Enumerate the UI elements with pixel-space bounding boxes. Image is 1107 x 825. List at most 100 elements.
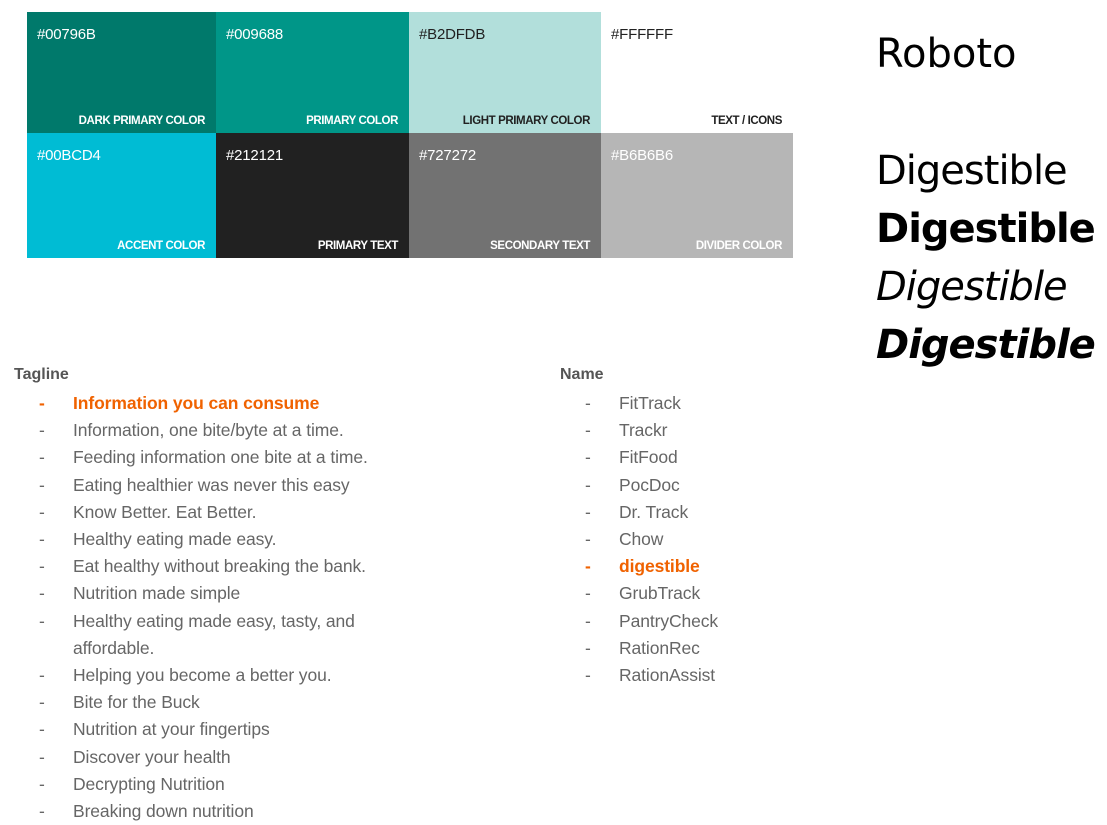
list-item: - Information you can consume: [14, 390, 454, 417]
font-sample-bold-italic: Digestible: [876, 322, 1096, 368]
swatch-label: LIGHT PRIMARY COLOR: [462, 115, 591, 127]
list-item-text: Nutrition made simple: [73, 583, 241, 604]
list-item: - RationRec: [560, 635, 820, 662]
font-sample-bold: Digestible: [876, 206, 1096, 252]
specimen-spacer: [876, 80, 1095, 142]
font-specimen: Roboto Digestible Digestible Digestible Dig…: [876, 28, 1096, 374]
list-item-text: Eat healthy without breaking the bank.: [73, 556, 366, 577]
list-item-text: Information you can consume: [73, 393, 320, 413]
list-item-text: RationRec: [619, 637, 700, 658]
list-item: - RationAssist: [560, 662, 820, 689]
swatch-label: DARK PRIMARY COLOR: [78, 115, 206, 127]
dash-bullet: -: [585, 556, 591, 577]
color-swatch: #FFFFFF TEXT / ICONS: [601, 12, 793, 133]
list-item-text: Chow: [619, 529, 664, 550]
list-item-text: Bite for the Buck: [73, 692, 200, 713]
color-swatch: #00BCD4 ACCENT COLOR: [27, 133, 216, 258]
list-item-text: Trackr: [619, 420, 668, 441]
name-section: Name - FitTrack - Trackr - FitFood - PocDoc - Dr.…: [560, 366, 820, 689]
dash-bullet: -: [39, 692, 45, 713]
swatch-hex: #00BCD4: [37, 147, 101, 164]
list-item-text: Helping you become a better you.: [73, 665, 332, 686]
dash-bullet: -: [39, 474, 45, 495]
list-item: - Bite for the Buck: [14, 689, 454, 716]
dash-bullet: -: [39, 556, 45, 577]
font-sample-regular: Digestible: [876, 148, 1068, 194]
list-item-text: RationAssist: [619, 665, 716, 686]
dash-bullet: -: [39, 583, 45, 604]
color-palette: #00796B DARK PRIMARY COLOR #009688 PRIMARY …: [27, 12, 793, 258]
swatch-hex: #009688: [226, 26, 283, 43]
swatch-label: TEXT / ICONS: [711, 115, 782, 127]
list-item-text: Healthy eating made easy, tasty, and aff…: [73, 610, 355, 658]
list-item: - Decrypting Nutrition: [14, 771, 454, 798]
list-item: - Healthy eating made easy.: [14, 526, 454, 553]
list-item: - FitFood: [560, 444, 820, 471]
color-swatch: #00796B DARK PRIMARY COLOR: [27, 12, 216, 133]
dash-bullet: -: [39, 447, 45, 468]
swatch-hex: #FFFFFF: [611, 26, 673, 43]
list-item-text: FitTrack: [619, 393, 681, 413]
tagline-title: Tagline: [14, 366, 69, 383]
list-item: - Nutrition made simple: [14, 580, 454, 607]
list-item-text: Discover your health: [73, 746, 231, 767]
dash-bullet: -: [585, 637, 591, 658]
dash-bullet: -: [585, 529, 591, 550]
list-item: - Nutrition at your fingertips: [14, 716, 454, 743]
list-item-text: Dr. Track: [619, 501, 689, 522]
list-item: - Eat healthy without breaking the bank.: [14, 553, 454, 580]
list-item: - Know Better. Eat Better.: [14, 499, 454, 526]
list-item: - FitTrack: [560, 390, 820, 417]
tagline-list: - Information you can consume - Information…: [14, 390, 454, 825]
swatch-hex: #B2DFDB: [419, 26, 486, 43]
color-swatch: #212121 PRIMARY TEXT: [216, 133, 409, 258]
list-item-text: PantryCheck: [619, 610, 719, 631]
swatch-label: PRIMARY TEXT: [317, 240, 399, 252]
list-item-text: digestible: [619, 556, 700, 577]
name-title: Name: [560, 366, 604, 383]
list-item: - Helping you become a better you.: [14, 662, 454, 689]
dash-bullet: -: [39, 420, 45, 441]
dash-bullet: -: [585, 501, 591, 522]
list-item-text: FitFood: [619, 447, 678, 468]
list-item: - Breaking down nutrition: [14, 798, 454, 825]
list-item: - digestible: [560, 553, 820, 580]
dash-bullet: -: [39, 393, 45, 413]
list-item: - Eating healthier was never this easy: [14, 472, 454, 499]
list-item: - Chow: [560, 526, 820, 553]
list-item-text: Feeding information one bite at a time.: [73, 447, 368, 468]
list-item: - Discover your health: [14, 744, 454, 771]
swatch-hex: #212121: [226, 147, 283, 164]
list-item: - Healthy eating made easy, tasty, and af…: [14, 608, 454, 662]
list-item-text: PocDoc: [619, 474, 680, 495]
list-item: - GrubTrack: [560, 580, 820, 607]
font-name: Roboto: [876, 31, 1017, 77]
dash-bullet: -: [585, 420, 591, 441]
list-item-text: Eating healthier was never this easy: [73, 474, 350, 495]
swatch-hex: #00796B: [37, 26, 96, 43]
dash-bullet: -: [39, 610, 45, 631]
list-item-text: Healthy eating made easy.: [73, 529, 277, 550]
list-item: - PantryCheck: [560, 608, 820, 635]
swatch-hex: #727272: [419, 147, 476, 164]
color-swatch: #009688 PRIMARY COLOR: [216, 12, 409, 133]
list-item: - Trackr: [560, 417, 820, 444]
swatch-label: SECONDARY TEXT: [490, 240, 590, 252]
dash-bullet: -: [585, 583, 591, 604]
dash-bullet: -: [39, 501, 45, 522]
swatch-label: DIVIDER COLOR: [695, 240, 783, 252]
list-item-text: Nutrition at your fingertips: [73, 719, 270, 740]
dash-bullet: -: [585, 610, 591, 631]
swatch-hex: #B6B6B6: [611, 147, 673, 164]
name-list: - FitTrack - Trackr - FitFood - PocDoc - Dr. Trac…: [560, 390, 820, 689]
list-item-text: Know Better. Eat Better.: [73, 501, 257, 522]
dash-bullet: -: [585, 447, 591, 468]
list-item: - Dr. Track: [560, 499, 820, 526]
list-item: - PocDoc: [560, 472, 820, 499]
list-item-text: GrubTrack: [619, 583, 701, 604]
list-item-text: Decrypting Nutrition: [73, 773, 225, 794]
dash-bullet: -: [39, 665, 45, 686]
dash-bullet: -: [585, 393, 591, 413]
font-sample-italic: Digestible: [876, 264, 1068, 310]
dash-bullet: -: [39, 801, 45, 822]
